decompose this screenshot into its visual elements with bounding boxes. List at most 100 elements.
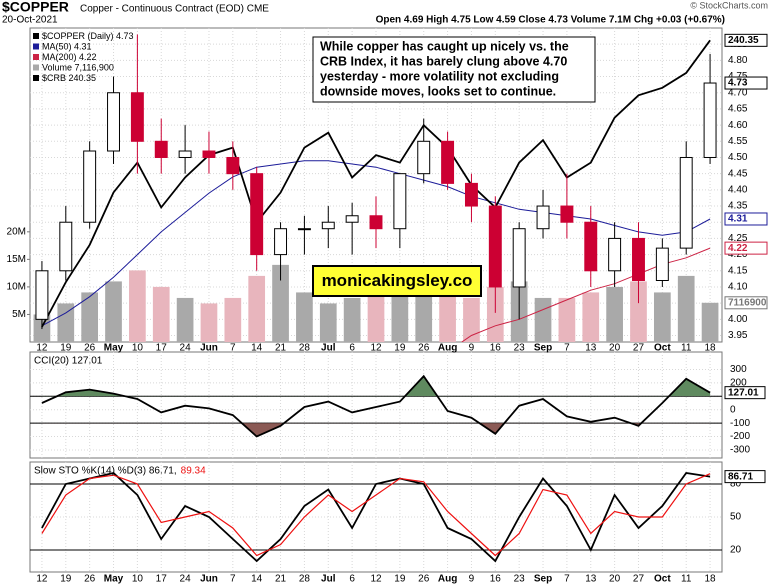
- x-tick-label: 9: [469, 574, 475, 585]
- x-tick-label: 19: [394, 343, 406, 354]
- x-tick-label: May: [104, 343, 124, 354]
- candle-body: [393, 173, 407, 230]
- x-tick-label: 13: [585, 574, 597, 585]
- x-tick-label: 7: [230, 574, 236, 585]
- y-tick-label: 200: [730, 378, 747, 389]
- x-tick-label: 16: [490, 574, 502, 585]
- volume-tick-label: 10M: [7, 282, 26, 293]
- volume-bar: [105, 281, 122, 342]
- candle-body: [35, 270, 49, 320]
- y-tick-label: 4.60: [728, 120, 748, 131]
- y-tick-label: 4.45: [728, 168, 748, 179]
- legend-swatch: [33, 54, 39, 60]
- candle-body: [632, 237, 645, 281]
- volume-bar: [248, 275, 266, 342]
- x-tick-label: Jun: [200, 343, 218, 354]
- candle-body: [441, 140, 455, 184]
- last-value-tag: [724, 470, 766, 484]
- candle-body: [560, 205, 574, 223]
- x-tick-label: 12: [36, 343, 48, 354]
- cci-fill: [41, 376, 711, 397]
- x-tick-label: 26: [418, 574, 430, 585]
- volume-bar: [582, 292, 600, 342]
- candle-body: [679, 156, 693, 249]
- panel-title: Slow STO %K(14) %D(3) 86.71,: [34, 466, 177, 477]
- x-tick-label: Oct: [654, 574, 671, 585]
- candle-body: [321, 221, 335, 230]
- legend-swatch: [33, 64, 39, 71]
- legend-label: MA(200) 4.22: [42, 52, 97, 62]
- y-tick-label: 80: [730, 479, 742, 490]
- y-tick-label: 4.10: [728, 282, 748, 293]
- volume-bar: [439, 292, 456, 342]
- symbol: $COPPER: [2, 0, 69, 15]
- candle-body: [584, 221, 598, 272]
- volume-bar: [272, 264, 289, 342]
- y-tick-label: 20: [730, 545, 742, 556]
- y-tick-label: 4.40: [728, 184, 748, 195]
- x-tick-label: Aug: [438, 574, 457, 585]
- last-value-tag: [724, 76, 768, 90]
- watermark-box: [312, 265, 482, 297]
- candle-body: [130, 92, 144, 142]
- candle-body: [488, 205, 502, 288]
- x-tick-label: Jul: [321, 343, 336, 354]
- volume-bar: [176, 297, 194, 342]
- legend-label: MA(50) 4.31: [42, 41, 92, 51]
- x-tick-label: 19: [60, 343, 72, 354]
- moving-average: [460, 247, 711, 342]
- y-tick-label: 4.35: [728, 201, 748, 212]
- x-tick-label: Oct: [654, 343, 671, 354]
- x-tick-label: 17: [156, 574, 168, 585]
- legend-label: Volume 7,116,900: [42, 62, 114, 72]
- volume-bar: [57, 303, 75, 342]
- x-tick-label: 26: [418, 343, 430, 354]
- last-value-label: 4.31: [728, 214, 748, 225]
- volume-bar: [606, 286, 623, 342]
- candle-body: [417, 140, 431, 175]
- volume-bar: [81, 292, 99, 342]
- x-tick-label: 17: [156, 343, 168, 354]
- y-tick-label: 4.50: [728, 152, 748, 163]
- y-tick-label: 4.15: [728, 265, 748, 276]
- y-tick-label: 4.55: [728, 136, 748, 147]
- x-tick-label: 12: [370, 574, 382, 585]
- x-tick-label: Sep: [534, 574, 552, 585]
- x-tick-label: 27: [633, 343, 645, 354]
- x-tick-label: 10: [132, 343, 144, 354]
- volume-bar: [701, 302, 719, 342]
- volume-bar: [343, 297, 361, 342]
- candle-body: [274, 228, 288, 256]
- last-value-label: 240.35: [728, 35, 759, 46]
- volume-bar: [677, 275, 695, 342]
- y-tick-label: 4.80: [728, 55, 748, 66]
- candle-body: [202, 150, 216, 158]
- candle-body: [512, 228, 526, 288]
- x-tick-label: Aug: [438, 343, 457, 354]
- candle-body: [608, 237, 622, 272]
- y-tick-label: -200: [730, 431, 750, 442]
- x-tick-label: 12: [36, 574, 48, 585]
- last-value-tag: [724, 296, 768, 310]
- volume-bar: [224, 297, 242, 342]
- annotation-line: While copper has caught up nicely vs. th…: [320, 39, 569, 53]
- y-tick-label: 0: [730, 404, 736, 415]
- legend-label: $CRB 240.35: [42, 73, 96, 83]
- volume-bar: [200, 303, 218, 342]
- y-tick-label: -100: [730, 418, 750, 429]
- x-tick-label: 19: [60, 574, 72, 585]
- description: Copper - Continuous Contract (EOD) CME: [80, 4, 269, 15]
- x-tick-label: 18: [705, 574, 717, 585]
- last-value-label: 127.01: [728, 387, 759, 398]
- volume-bar: [129, 270, 146, 342]
- last-value-label: 7116900: [728, 297, 767, 308]
- x-tick-label: 13: [585, 343, 597, 354]
- legend-swatch: [33, 75, 39, 81]
- volume-bar: [534, 297, 552, 342]
- y-tick-label: 300: [730, 364, 747, 375]
- copyright: © StockCharts.com: [690, 0, 768, 10]
- x-tick-label: 14: [251, 574, 263, 585]
- x-tick-label: May: [104, 574, 124, 585]
- volume-bar: [296, 292, 313, 342]
- legend-swatch: [33, 33, 39, 39]
